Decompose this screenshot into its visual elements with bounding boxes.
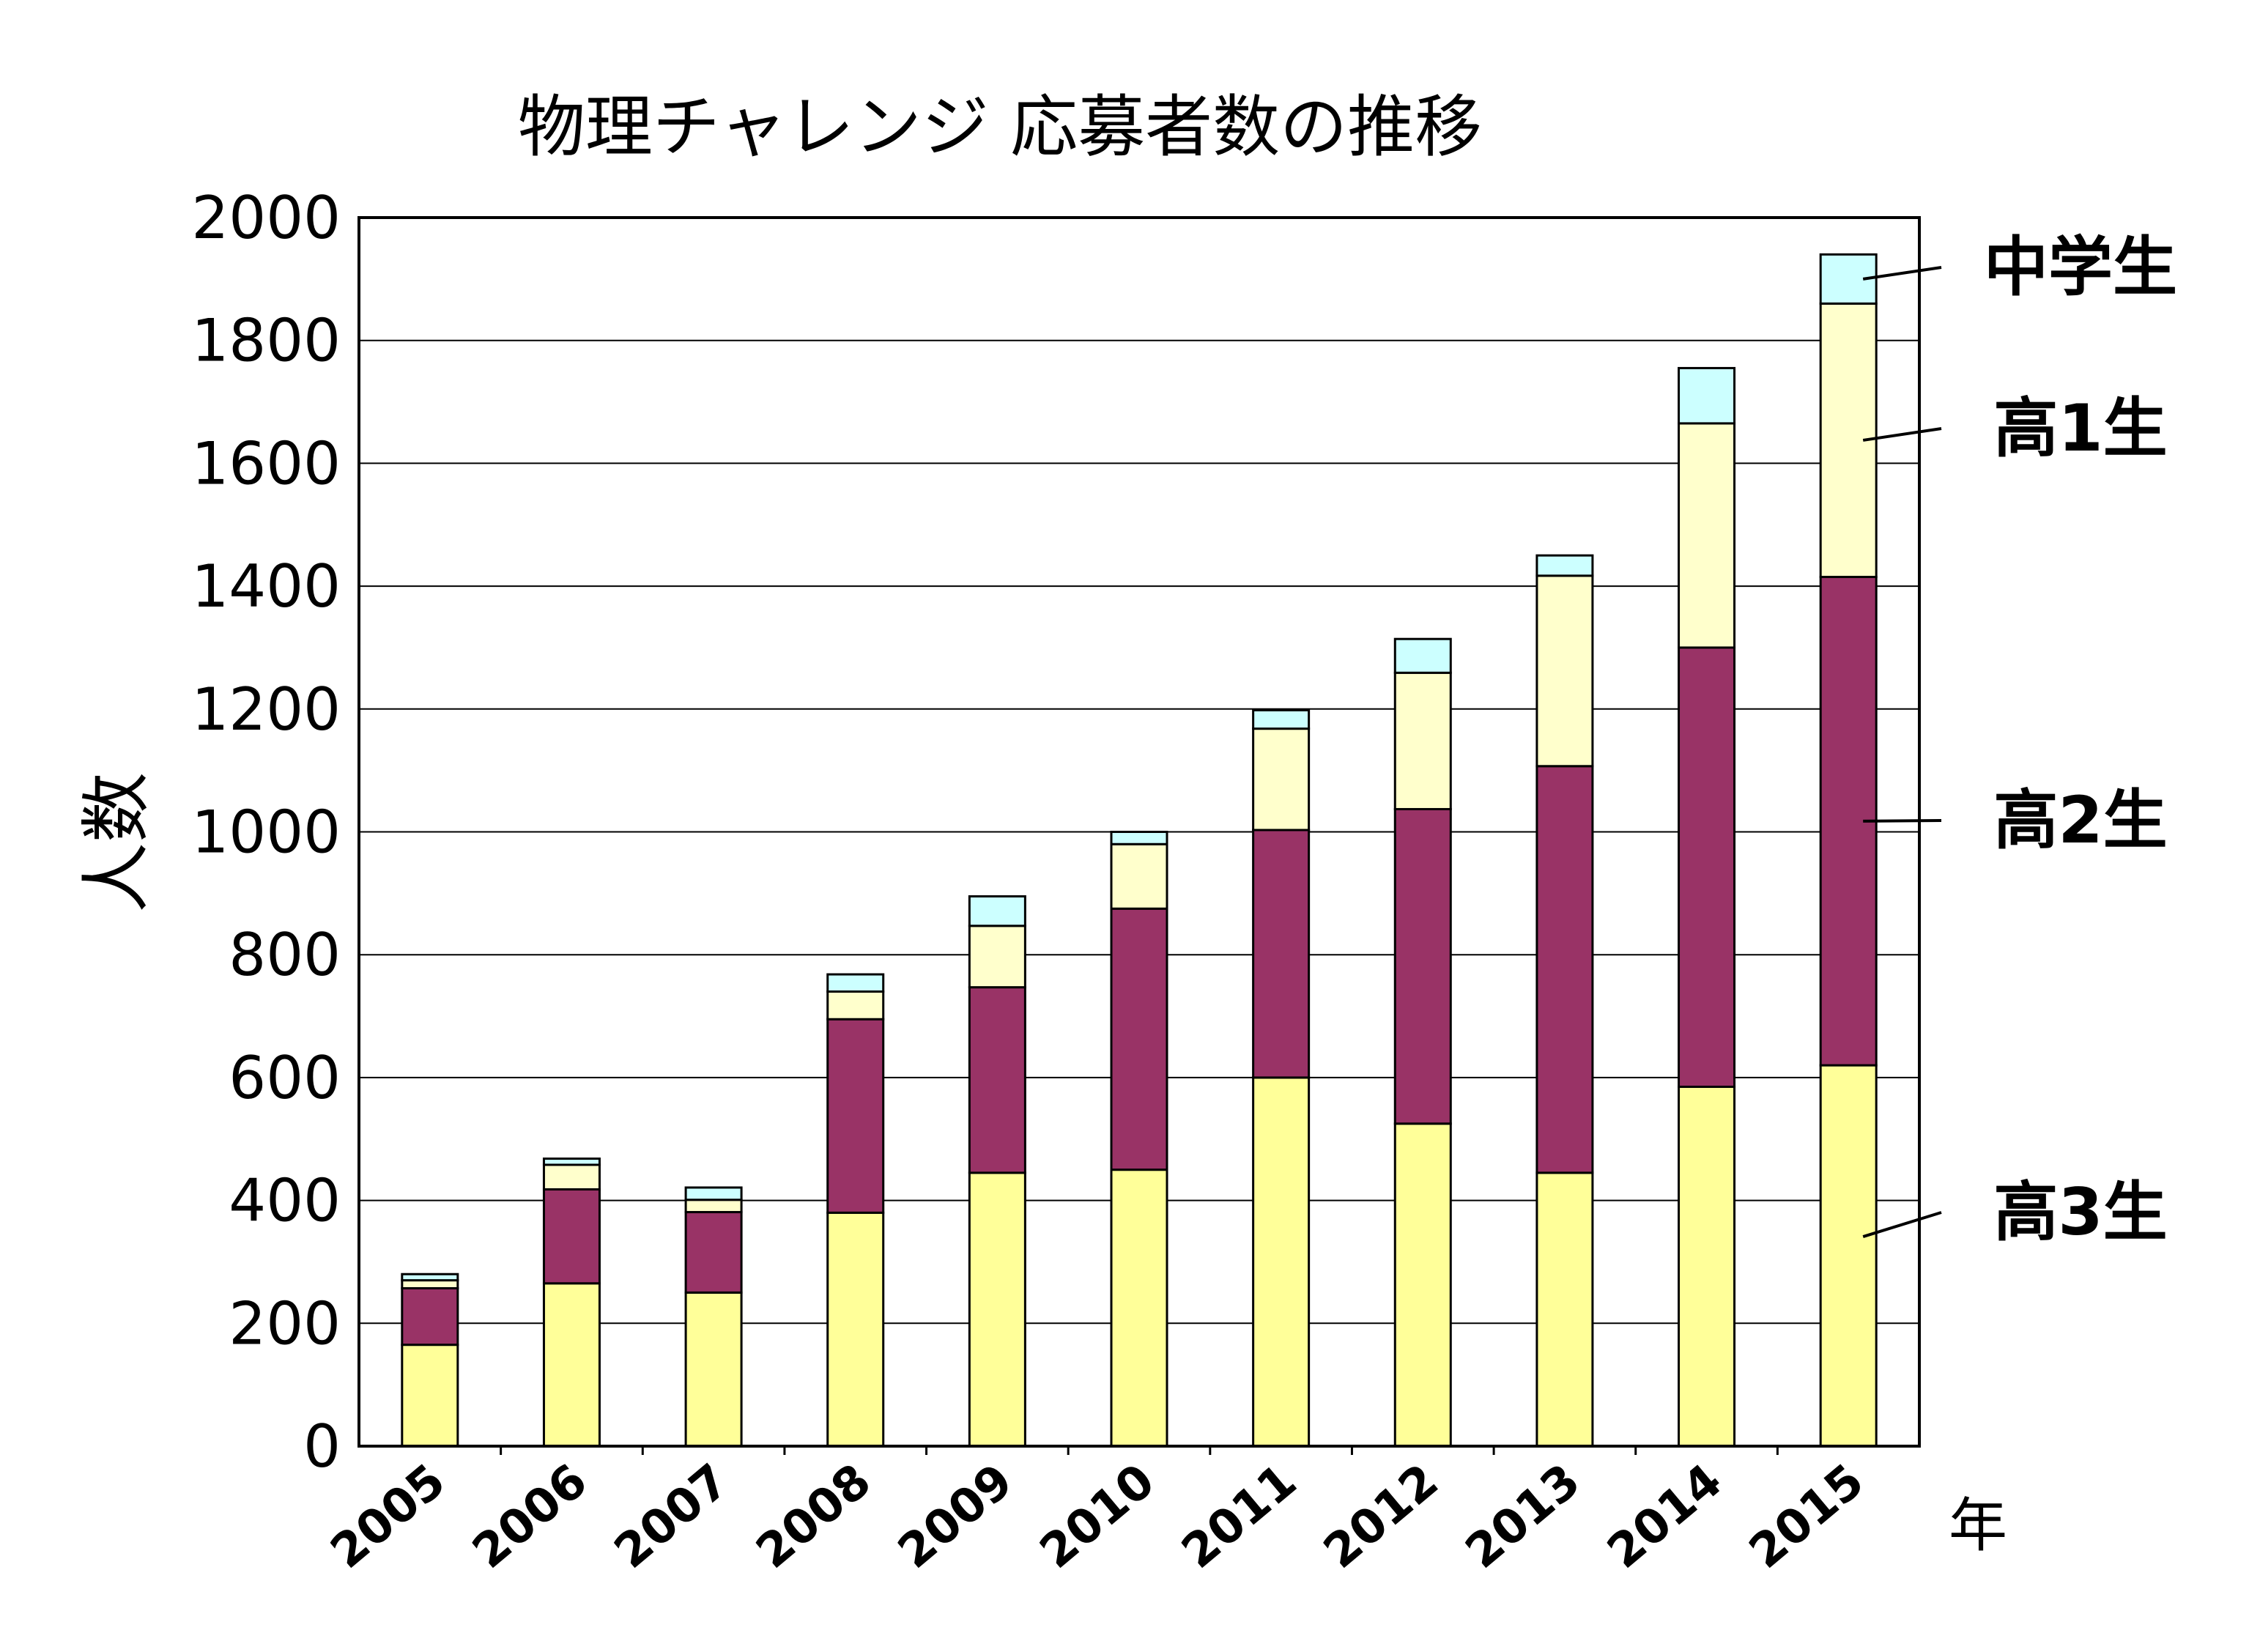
bar-2006-series-0 xyxy=(542,1282,601,1448)
bar-2012-series-3 xyxy=(1393,637,1452,674)
bar-2008-series-0 xyxy=(826,1211,885,1448)
bar-2007-series-2 xyxy=(684,1199,743,1214)
bar-2009-series-0 xyxy=(968,1171,1026,1448)
chart-title: 物理チャレンジ 応募者数の推移 xyxy=(518,88,1482,166)
x-axis-ticks: 2005 2006 2007 2008 2009 2010 2011 2012 2013 2014… xyxy=(321,1446,1874,1579)
bar-2006-series-2 xyxy=(542,1163,601,1191)
bar-2013-series-1 xyxy=(1535,765,1594,1174)
bar-2011-series-3 xyxy=(1252,708,1311,730)
legend: 高3生 高2生 高1生 中学生 xyxy=(1862,229,2177,1250)
bar-2008-series-1 xyxy=(826,1018,885,1214)
x-tick-label: 2005 xyxy=(321,1454,456,1579)
bar-2010-series-1 xyxy=(1110,907,1168,1171)
bar-2006-series-3 xyxy=(542,1157,601,1166)
bar-2012-series-0 xyxy=(1393,1122,1452,1448)
bar-2011-series-0 xyxy=(1252,1076,1311,1448)
x-tick-label: 2009 xyxy=(889,1454,1023,1579)
x-axis-unit: 年 xyxy=(1949,1492,2007,1560)
y-tick-label: 1400 xyxy=(191,552,341,621)
x-tick-label: 2011 xyxy=(1172,1454,1307,1579)
x-tick-label: 2010 xyxy=(1030,1454,1165,1579)
bar-2014-series-3 xyxy=(1678,366,1736,425)
y-axis-ticks: 0 200 400 600 800 1000 1200 1400 1600 1800 2000 xyxy=(191,184,341,1481)
legend-leader-line xyxy=(1862,266,1942,281)
bar-2007-series-3 xyxy=(684,1186,743,1201)
bar-2010-series-2 xyxy=(1110,842,1168,910)
legend-label: 高3生 xyxy=(1993,1174,2167,1250)
bar-2014-series-1 xyxy=(1678,646,1736,1088)
bar-2013-series-3 xyxy=(1535,554,1594,577)
bar-2010-series-3 xyxy=(1110,831,1168,845)
bar-2007-series-1 xyxy=(684,1211,743,1294)
x-tick-label: 2013 xyxy=(1456,1454,1590,1579)
y-axis-label: 人数 xyxy=(75,772,158,913)
bar-2013-series-0 xyxy=(1535,1171,1594,1448)
bar-2015-series-0 xyxy=(1819,1064,1878,1448)
bar-2005-series-0 xyxy=(401,1344,459,1448)
bar-2005-series-3 xyxy=(401,1273,459,1282)
bar-2014-series-0 xyxy=(1678,1085,1736,1448)
bars xyxy=(401,253,1878,1448)
bar-2011-series-2 xyxy=(1252,727,1311,831)
bar-2009-series-2 xyxy=(968,925,1026,989)
x-tick-label: 2008 xyxy=(746,1454,881,1579)
y-tick-label: 600 xyxy=(229,1044,341,1112)
bar-2012-series-2 xyxy=(1393,671,1452,810)
bar-2007-series-0 xyxy=(684,1291,743,1448)
bar-2013-series-2 xyxy=(1535,574,1594,768)
legend-label: 中学生 xyxy=(1984,229,2177,305)
x-tick-label: 2015 xyxy=(1739,1454,1874,1579)
legend-label: 高2生 xyxy=(1993,782,2167,858)
bar-2011-series-1 xyxy=(1252,829,1311,1079)
bar-2009-series-1 xyxy=(968,986,1026,1174)
legend-label: 高1生 xyxy=(1993,390,2167,466)
plot-frame xyxy=(357,216,1921,1448)
bar-2008-series-3 xyxy=(826,973,885,993)
x-tick-label: 2012 xyxy=(1314,1454,1449,1579)
bar-2008-series-2 xyxy=(826,990,885,1021)
y-tick-label: 2000 xyxy=(191,184,341,252)
y-tick-label: 400 xyxy=(229,1167,341,1235)
bar-2005-series-1 xyxy=(401,1287,459,1347)
bar-2009-series-3 xyxy=(968,895,1026,927)
x-tick-label: 2014 xyxy=(1598,1454,1733,1579)
x-tick-label: 2006 xyxy=(463,1454,598,1579)
y-tick-label: 1000 xyxy=(191,799,341,867)
y-tick-label: 800 xyxy=(229,921,341,989)
y-tick-label: 0 xyxy=(303,1412,341,1481)
y-tick-label: 1600 xyxy=(191,429,341,497)
legend-leader-line xyxy=(1862,427,1942,442)
bar-2006-series-1 xyxy=(542,1188,601,1285)
bar-2010-series-0 xyxy=(1110,1168,1168,1448)
y-tick-label: 200 xyxy=(229,1289,341,1357)
x-tick-label: 2007 xyxy=(604,1454,739,1579)
bar-2014-series-2 xyxy=(1678,422,1736,649)
legend-leader-line xyxy=(1862,1211,1942,1238)
bar-2012-series-1 xyxy=(1393,807,1452,1125)
y-tick-label: 1800 xyxy=(191,307,341,375)
bar-2005-series-2 xyxy=(401,1279,459,1290)
y-tick-label: 1200 xyxy=(191,675,341,744)
